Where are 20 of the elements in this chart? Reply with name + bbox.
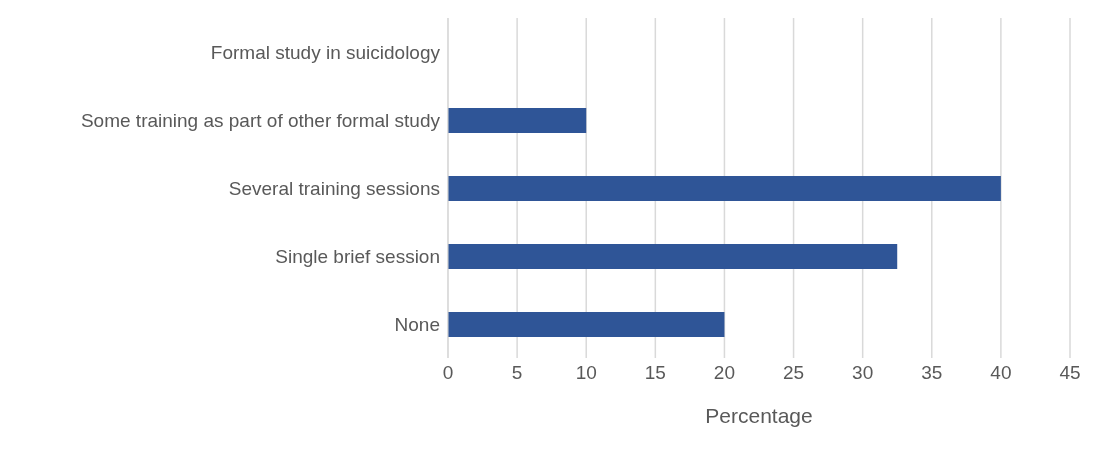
x-tick-label: 0 xyxy=(442,362,454,384)
x-tick-label: 15 xyxy=(644,362,666,384)
x-axis-title: Percentage xyxy=(705,404,813,427)
y-tick-label: Some training as part of other formal study xyxy=(80,109,441,131)
x-tick-label: 5 xyxy=(511,362,523,384)
x-tick-label: 25 xyxy=(782,362,805,384)
x-tick-label: 45 xyxy=(1059,362,1081,384)
bar xyxy=(448,176,1001,201)
x-tick-label: 35 xyxy=(921,362,943,384)
y-tick-label: Several training sessions xyxy=(228,177,440,199)
bar xyxy=(448,244,898,269)
y-tick-label: Single brief session xyxy=(275,245,440,267)
x-tick-label: 40 xyxy=(990,362,1012,384)
bar xyxy=(448,312,725,337)
x-tick-label: 20 xyxy=(713,362,736,384)
x-tick-label: 30 xyxy=(852,362,874,384)
x-tick-label: 10 xyxy=(575,362,597,384)
bar xyxy=(448,108,587,133)
y-tick-label: None xyxy=(394,313,440,335)
y-tick-label: Formal study in suicidology xyxy=(210,41,441,63)
